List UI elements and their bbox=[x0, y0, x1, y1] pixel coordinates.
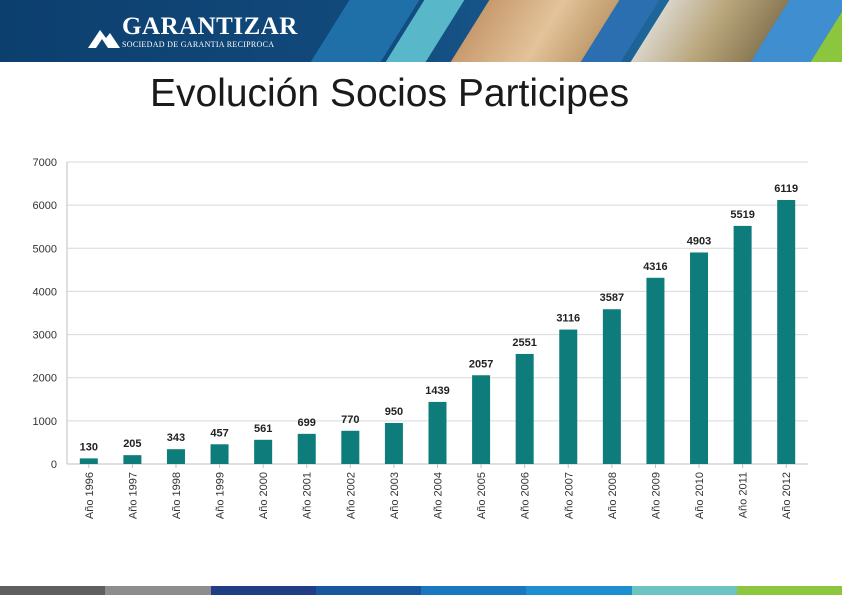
bar bbox=[79, 458, 98, 464]
data-label: 2057 bbox=[469, 358, 493, 370]
bar bbox=[166, 449, 185, 464]
y-tick-label: 2000 bbox=[33, 373, 57, 385]
data-label: 3116 bbox=[556, 313, 580, 325]
footer-segment bbox=[631, 586, 737, 595]
bar bbox=[341, 430, 360, 464]
x-tick-label: Año 2001 bbox=[302, 472, 314, 519]
data-label: 130 bbox=[80, 441, 98, 453]
footer-segment bbox=[0, 586, 106, 595]
y-tick-label: 3000 bbox=[33, 330, 57, 342]
x-tick-label: Año 2004 bbox=[433, 472, 445, 519]
bar bbox=[384, 423, 403, 464]
y-tick-label: 1000 bbox=[33, 416, 57, 428]
data-label: 1439 bbox=[425, 385, 449, 397]
x-tick-label: Año 2002 bbox=[345, 472, 357, 519]
data-label: 3587 bbox=[600, 292, 624, 304]
bar bbox=[254, 439, 273, 464]
x-tick-label: Año 2008 bbox=[607, 472, 619, 519]
mountain-logo-icon bbox=[88, 30, 120, 48]
y-tick-label: 6000 bbox=[33, 200, 57, 212]
x-tick-label: Año 1997 bbox=[127, 472, 139, 519]
x-tick-label: Año 2010 bbox=[694, 472, 706, 519]
data-label: 4316 bbox=[643, 261, 667, 273]
bar bbox=[472, 375, 491, 464]
data-label: 561 bbox=[254, 423, 272, 435]
data-label: 457 bbox=[210, 427, 228, 439]
y-tick-label: 0 bbox=[51, 459, 57, 471]
x-tick-label: Año 2003 bbox=[389, 472, 401, 519]
footer-segment bbox=[315, 586, 421, 595]
x-tick-label: Año 1996 bbox=[84, 472, 96, 519]
data-label: 6119 bbox=[774, 183, 798, 195]
y-tick-label: 4000 bbox=[33, 286, 57, 298]
bar bbox=[559, 329, 578, 464]
data-label: 2551 bbox=[512, 337, 536, 349]
data-label: 699 bbox=[298, 417, 316, 429]
x-tick-label: Año 2006 bbox=[520, 472, 532, 519]
data-label: 950 bbox=[385, 406, 403, 418]
bar bbox=[733, 225, 752, 464]
bar bbox=[690, 252, 709, 464]
data-label: 770 bbox=[341, 414, 359, 426]
x-tick-label: Año 2012 bbox=[781, 472, 793, 519]
garantizar-logo[interactable]: GARANTIZAR SOCIEDAD DE GARANTIA RECIPROC… bbox=[88, 14, 298, 50]
bar bbox=[602, 309, 621, 464]
bar bbox=[210, 444, 229, 464]
header-banner: GARANTIZAR SOCIEDAD DE GARANTIA RECIPROC… bbox=[0, 0, 842, 62]
x-tick-label: Año 2009 bbox=[650, 472, 662, 519]
bar bbox=[515, 353, 534, 464]
footer-segment bbox=[210, 586, 316, 595]
data-label: 343 bbox=[167, 432, 185, 444]
logo-subtitle: SOCIEDAD DE GARANTIA RECIPROCA bbox=[122, 40, 275, 49]
x-tick-label: Año 2007 bbox=[563, 472, 575, 519]
bar bbox=[777, 200, 796, 464]
bar bbox=[297, 433, 316, 464]
x-tick-label: Año 1999 bbox=[215, 472, 227, 519]
footer-segment bbox=[526, 586, 632, 595]
y-tick-label: 5000 bbox=[33, 243, 57, 255]
bar bbox=[123, 455, 142, 464]
footer-segment bbox=[105, 586, 211, 595]
x-tick-label: Año 2000 bbox=[258, 472, 270, 519]
footer-segment bbox=[421, 586, 527, 595]
bar-chart: 0 1000 2000 3000 4000 5000 6000 7000 130 Año 1996… bbox=[33, 157, 808, 519]
footer-color-bar bbox=[0, 586, 842, 595]
data-label: 205 bbox=[123, 438, 141, 450]
x-tick-label: Año 2005 bbox=[476, 472, 488, 519]
bar bbox=[646, 277, 665, 464]
logo-name: GARANTIZAR bbox=[122, 13, 298, 40]
x-tick-label: Año 2011 bbox=[738, 472, 750, 518]
y-tick-label: 7000 bbox=[33, 157, 57, 169]
footer-segment bbox=[736, 586, 842, 595]
data-label: 4903 bbox=[687, 235, 711, 247]
data-label: 5519 bbox=[730, 209, 754, 221]
slide-title: Evolución Socios Participes bbox=[150, 72, 630, 115]
bar bbox=[428, 401, 447, 464]
x-tick-label: Año 1998 bbox=[171, 472, 183, 519]
